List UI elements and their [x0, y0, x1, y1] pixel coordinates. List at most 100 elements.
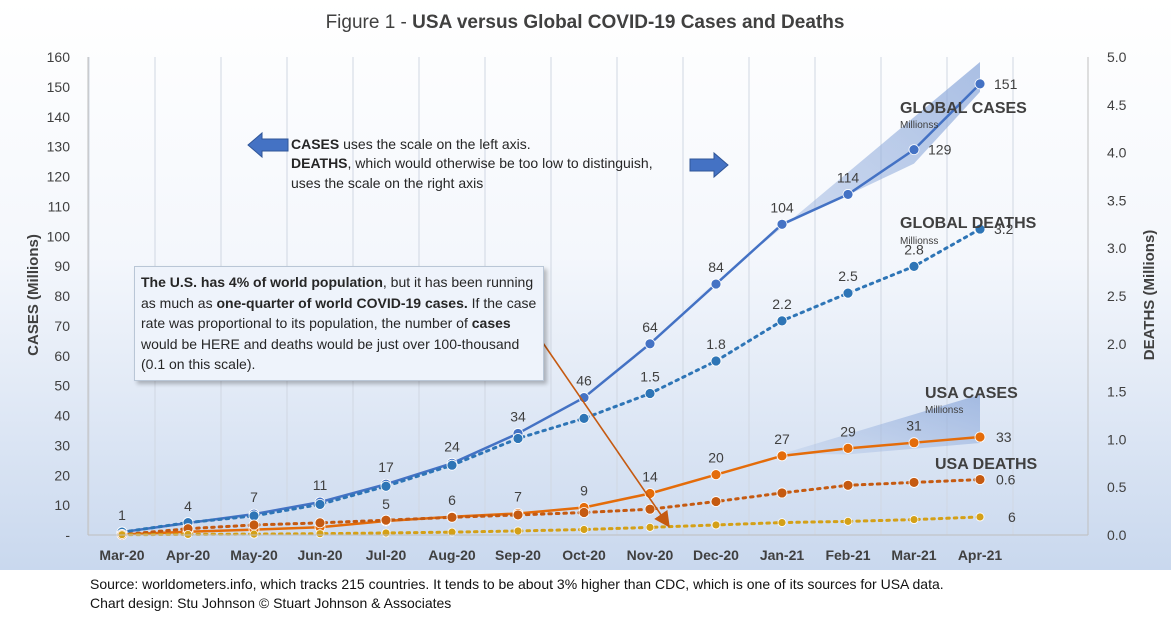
- global-deaths-data-label: 2.2: [772, 296, 792, 312]
- global-deaths-point: [446, 459, 458, 471]
- series-lines: [116, 78, 986, 541]
- note-deaths-line: DEATHS, which would otherwise be too low…: [291, 155, 653, 171]
- chart-title: Figure 1 - USA versus Global COVID-19 Ca…: [326, 12, 845, 33]
- callout-text-3: would be HERE and deaths would be just o…: [141, 335, 520, 373]
- usa-deaths-point: [710, 496, 722, 507]
- right-axis-title: DEATHS (Millions): [1141, 230, 1158, 361]
- callout-bold-2: one-quarter of world COVID-19 cases.: [216, 294, 468, 311]
- right-tick-label: 5.0: [1107, 49, 1127, 65]
- source-line-1: Source: worldometers.info, which tracks …: [90, 576, 944, 592]
- usa-cases-point: [776, 450, 788, 462]
- left-tick-label: 110: [48, 198, 71, 214]
- note-deaths-rest: , which would otherwise be too low to di…: [348, 155, 653, 171]
- usa-deaths-point: [644, 503, 656, 515]
- usa-cases-data-label: 5: [382, 496, 390, 512]
- callout-pointer-arrow: [542, 342, 670, 528]
- x-tick-label: Jul-20: [366, 547, 407, 563]
- global-deaths-point: [710, 355, 722, 367]
- usa-deaths-line: [120, 478, 982, 537]
- proportional-usa-cases-point: [975, 512, 985, 522]
- usa-cases-data-label: 7: [514, 488, 522, 504]
- global-deaths-point: [248, 510, 260, 522]
- right-arrow-icon: [689, 151, 729, 179]
- left-arrow-icon: [247, 131, 289, 159]
- left-tick-label: 10: [54, 497, 70, 513]
- chart-svg: Figure 1 - USA versus Global COVID-19 Ca…: [25, 12, 1158, 563]
- x-tick-label: Nov-20: [627, 547, 674, 563]
- x-tick-label: Apr-20: [166, 547, 211, 563]
- usa-cases-data-label: 27: [774, 431, 790, 447]
- x-tick-label: Feb-21: [825, 547, 870, 563]
- source-note: Source: worldometers.info, which tracks …: [90, 575, 1150, 613]
- usa-deaths-title: USA DEATHS: [935, 456, 1038, 473]
- proportional-usa-cases-point: [249, 529, 259, 539]
- x-tick-label: Mar-20: [99, 547, 144, 563]
- left-tick-label: 140: [47, 109, 71, 125]
- usa-cases-point: [908, 437, 920, 449]
- global-deaths-subtitle: Millionss: [900, 236, 938, 247]
- note-deaths-bold: DEATHS: [291, 155, 348, 171]
- global-deaths-point: [314, 499, 326, 510]
- global-deaths-data-label: 1.5: [640, 369, 660, 385]
- usa-cases-data-label: 29: [840, 423, 856, 439]
- usa-cases-data-label: 33: [996, 429, 1012, 445]
- global-deaths-point: [512, 433, 524, 444]
- global-cases-data-label: 46: [576, 373, 592, 389]
- global-deaths-data-label: 1.8: [706, 336, 726, 352]
- x-tick-label: Mar-21: [891, 547, 936, 563]
- left-tick-label: 150: [47, 79, 71, 95]
- note-cases-bold: CASES: [291, 136, 339, 152]
- global-cases-data-label: 34: [510, 408, 526, 424]
- global-cases-data-label: 104: [770, 199, 794, 215]
- left-tick-label: 20: [54, 467, 70, 483]
- usa-cases-data-label: 31: [906, 418, 922, 434]
- callout-text-2: If the case rate was proportional to its…: [141, 294, 537, 332]
- usa-cases-data-label: 9: [580, 483, 588, 499]
- x-tick-label: Oct-20: [562, 547, 606, 563]
- right-tick-label: 4.5: [1107, 97, 1127, 113]
- proportional-usa-cases-line: [120, 515, 982, 537]
- left-tick-label: 50: [54, 378, 70, 394]
- usa-deaths-point: [578, 507, 590, 518]
- global-deaths-point: [644, 388, 656, 399]
- usa-cases-line: [120, 435, 982, 536]
- global-cases-point: [644, 338, 656, 350]
- usa-cases-trend-band: [782, 394, 980, 455]
- right-tick-label: 1.0: [1107, 431, 1127, 447]
- global-cases-data-label: 17: [378, 459, 394, 475]
- usa-deaths-point: [380, 514, 392, 526]
- right-tick-label: 3.0: [1107, 240, 1127, 256]
- usa-cases-data-label: 6: [448, 492, 456, 508]
- usa-cases-data-label: 20: [708, 450, 724, 466]
- proportional-usa-cases-point: [645, 522, 655, 532]
- usa-deaths-point: [776, 487, 788, 499]
- left-tick-label: 80: [54, 288, 70, 304]
- left-tick-label: 160: [47, 49, 71, 65]
- global-cases-data-label: 114: [837, 169, 860, 185]
- axis-note: CASES uses the scale on the left axis. D…: [247, 131, 729, 191]
- left-tick-label: 130: [47, 139, 71, 155]
- usa-deaths-point: [842, 479, 854, 491]
- global-deaths-point: [908, 260, 920, 272]
- global-cases-point: [710, 278, 722, 290]
- global-cases-point: [908, 144, 920, 156]
- right-tick-label: 0.0: [1107, 527, 1127, 543]
- proportional-usa-cases-point: [513, 526, 523, 536]
- left-tick-label: 90: [54, 258, 70, 274]
- usa-cases-point: [974, 431, 986, 443]
- source-line-2: Chart design: Stu Johnson © Stuart Johns…: [90, 595, 452, 611]
- note-cases-line: CASES uses the scale on the left axis.: [291, 136, 531, 152]
- global-deaths-point: [380, 480, 392, 492]
- global-deaths-data-label: 2.5: [838, 268, 858, 284]
- global-deaths-point: [842, 287, 854, 299]
- x-tick-label: May-20: [230, 547, 278, 563]
- global-cases-data-label: 1: [118, 507, 126, 523]
- right-tick-label: 1.5: [1107, 384, 1127, 400]
- global-cases-data-label: 4: [184, 498, 192, 514]
- right-tick-label: 2.5: [1107, 288, 1127, 304]
- global-cases-data-label: 151: [994, 76, 1018, 92]
- proportional-usa-cases-point: [579, 525, 589, 534]
- global-deaths-title: GLOBAL DEATHS: [900, 215, 1037, 232]
- global-cases-line: [120, 82, 982, 534]
- global-cases-data-label: 24: [444, 438, 460, 454]
